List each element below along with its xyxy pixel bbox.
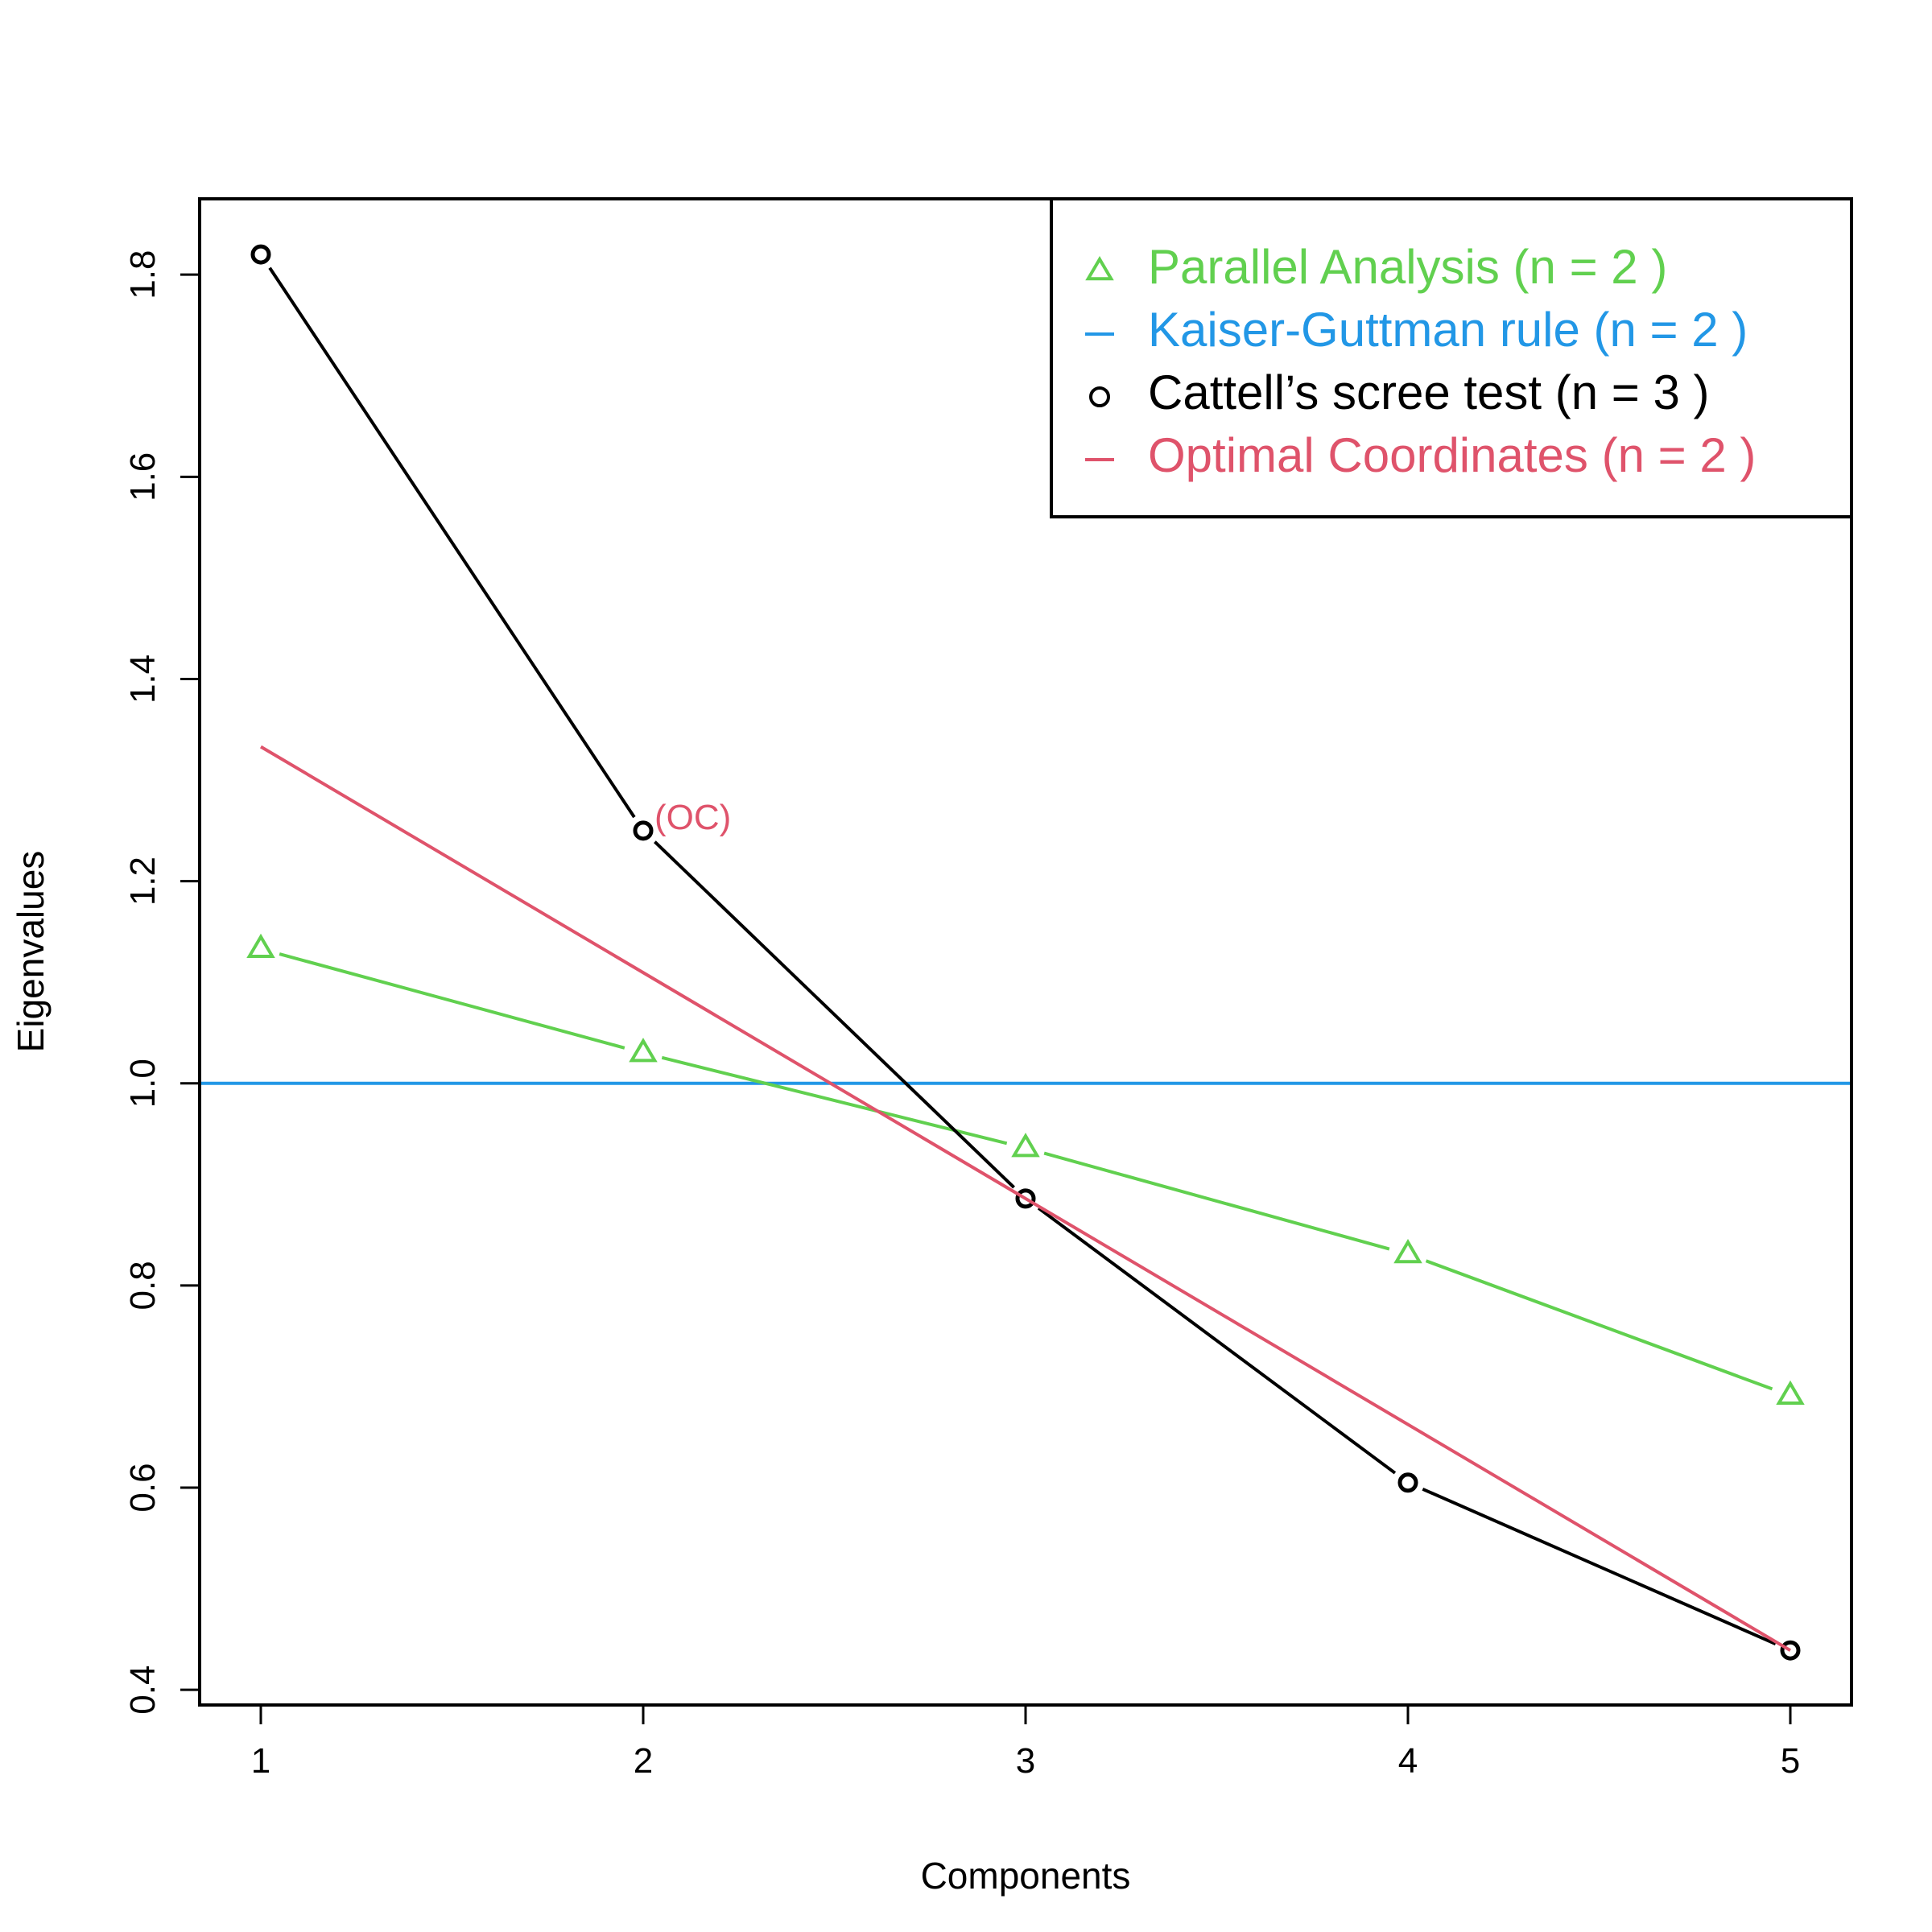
x-tick-label: 2 xyxy=(634,1741,653,1781)
y-tick-label: 1.6 xyxy=(123,452,163,502)
eigenvalue-line-segment xyxy=(1422,1487,1777,1645)
y-tick-label: 0.8 xyxy=(123,1261,163,1310)
plot-marks: (OC) xyxy=(200,244,1852,1661)
parallel-analysis-point xyxy=(246,933,275,959)
x-tick-label: 3 xyxy=(1016,1741,1035,1781)
parallel-analysis-point xyxy=(629,1038,658,1063)
eigenvalue-line-segment xyxy=(654,840,1015,1189)
x-tick-label: 4 xyxy=(1398,1741,1418,1781)
y-tick-label: 1.2 xyxy=(123,857,163,906)
legend-circle-icon xyxy=(1089,386,1110,407)
eigenvalue-line-segment xyxy=(268,266,636,819)
eigenvalue-point xyxy=(250,244,271,265)
eigenvalue-point xyxy=(1397,1472,1418,1493)
parallel-analysis-line-segment xyxy=(279,952,625,1050)
oc-annotation: (OC) xyxy=(654,798,731,837)
legend-entry-label: Cattell’s scree test (n = 3 ) xyxy=(1148,365,1710,419)
eigenvalue-point xyxy=(1015,1188,1036,1209)
eigenvalue-point xyxy=(633,820,654,841)
parallel-analysis-point xyxy=(1776,1380,1805,1406)
legend-entry-label: Parallel Analysis (n = 2 ) xyxy=(1148,240,1667,294)
parallel-analysis-point xyxy=(1393,1239,1422,1264)
legend: Parallel Analysis (n = 2 ) Kaiser-Guttman… xyxy=(1050,197,1853,518)
eigenvalue-point xyxy=(1780,1640,1801,1661)
axes: 1 2 3 4 5 0.4 0.6 0.8 1.0 1.2 1.4 1.6 1.8 xyxy=(123,250,1800,1781)
parallel-analysis-line-segment xyxy=(661,1055,1008,1146)
optimal-coordinates-line xyxy=(259,745,1792,1652)
legend-entry-label: Kaiser-Guttman rule (n = 2 ) xyxy=(1148,303,1748,357)
y-axis-label: Eigenvalues xyxy=(10,851,52,1053)
legend-entry-label: Optimal Coordinates (n = 2 ) xyxy=(1148,428,1756,482)
y-tick-label: 0.4 xyxy=(123,1666,163,1715)
y-tick-label: 1.0 xyxy=(123,1059,163,1108)
legend-box xyxy=(1050,197,1853,518)
parallel-analysis-line-segment xyxy=(1043,1151,1390,1251)
legend-triangle-icon xyxy=(1085,256,1114,281)
x-tick-label: 1 xyxy=(251,1741,270,1781)
x-axis-label: Components xyxy=(921,1855,1131,1897)
x-tick-label: 5 xyxy=(1781,1741,1800,1781)
eigenvalue-line-segment xyxy=(1037,1207,1397,1475)
y-tick-label: 0.6 xyxy=(123,1463,163,1512)
y-tick-label: 1.8 xyxy=(123,250,163,299)
parallel-analysis-point xyxy=(1011,1133,1040,1158)
y-tick-label: 1.4 xyxy=(123,654,163,704)
parallel-analysis-line-segment xyxy=(1425,1259,1773,1391)
